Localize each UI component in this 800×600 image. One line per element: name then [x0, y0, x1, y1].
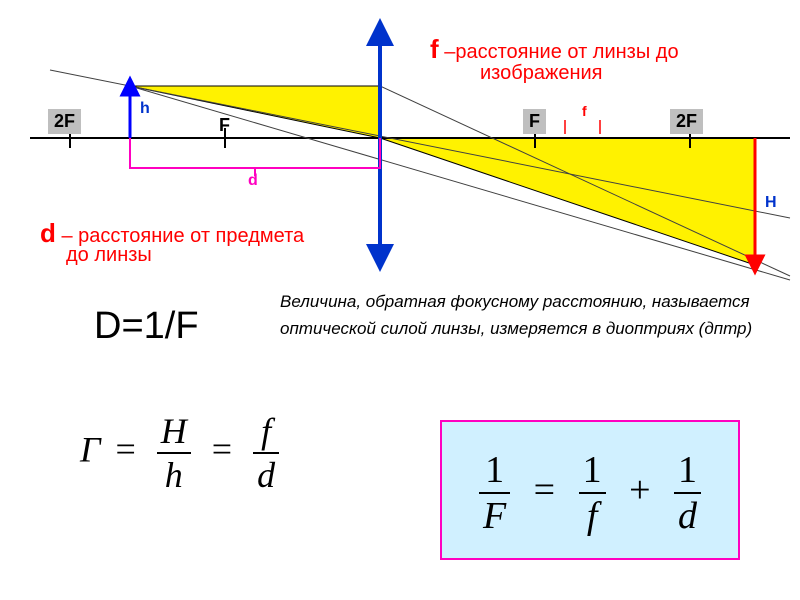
- magnification-formula: Г = H h = f d: [80, 410, 285, 496]
- lens-formula-box: 1 F = 1 f + 1 d: [440, 420, 740, 560]
- label-f-distance: f: [582, 103, 587, 119]
- d-definition-line2: до линзы: [66, 244, 152, 267]
- optical-power-formula: D=1/F: [94, 305, 199, 348]
- label-2f-left: 2F: [48, 109, 81, 134]
- label-h: h: [140, 100, 150, 118]
- f-definition-line1: f –расстояние от линзы до: [430, 34, 679, 65]
- optical-power-definition: Величина, обратная фокусному расстоянию,…: [280, 288, 780, 342]
- label-f-left: F: [219, 115, 230, 136]
- f-definition-line2: изображения: [480, 62, 603, 85]
- label-H-image: H: [765, 194, 777, 212]
- label-d: d: [248, 172, 258, 190]
- label-2f-right: 2F: [670, 109, 703, 134]
- label-f-right: F: [523, 109, 546, 134]
